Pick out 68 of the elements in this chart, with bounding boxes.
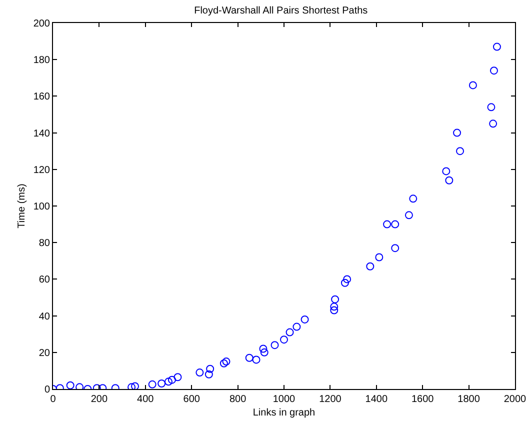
point bbox=[286, 328, 294, 336]
point bbox=[330, 306, 338, 314]
x-tick-label: 1400 bbox=[365, 394, 388, 405]
x-tick-label: 600 bbox=[183, 394, 200, 405]
point bbox=[456, 147, 464, 156]
point bbox=[270, 341, 279, 350]
y-tick-label: 0 bbox=[44, 384, 50, 396]
y-tick-label: 100 bbox=[33, 202, 50, 212]
y-tick-label: 160 bbox=[33, 92, 50, 103]
y-tick-label: 200 bbox=[33, 18, 50, 30]
point bbox=[222, 358, 230, 366]
x-axis-title: Links in graph bbox=[252, 408, 316, 418]
point bbox=[404, 211, 413, 220]
point bbox=[487, 103, 496, 112]
point bbox=[330, 302, 338, 311]
x-tick-label: 800 bbox=[229, 394, 247, 405]
point bbox=[331, 295, 340, 304]
point bbox=[292, 322, 301, 331]
y-tick-label: 140 bbox=[33, 128, 50, 140]
y-tick-label: 80 bbox=[38, 238, 50, 250]
point bbox=[300, 315, 309, 324]
point bbox=[128, 383, 136, 389]
point bbox=[468, 81, 477, 90]
point bbox=[453, 128, 462, 137]
y-axis-title: Time (ms) bbox=[16, 184, 28, 228]
point bbox=[391, 244, 400, 252]
point bbox=[131, 382, 140, 389]
y-tick-label: 60 bbox=[38, 274, 50, 286]
y-tick-label: 180 bbox=[33, 55, 50, 66]
x-tick-label: 200 bbox=[90, 394, 108, 405]
point bbox=[442, 167, 450, 176]
point bbox=[383, 220, 392, 228]
point bbox=[220, 359, 228, 368]
point bbox=[252, 356, 260, 364]
point bbox=[492, 42, 501, 51]
point bbox=[409, 194, 418, 203]
x-tick-label: 1000 bbox=[272, 394, 296, 405]
point bbox=[206, 364, 214, 373]
point bbox=[260, 348, 268, 356]
point bbox=[174, 373, 182, 382]
point bbox=[259, 344, 268, 353]
point bbox=[280, 336, 288, 344]
y-tick-label: 40 bbox=[38, 311, 50, 322]
y-tick-label: 120 bbox=[33, 164, 50, 176]
point bbox=[158, 380, 166, 388]
x-tick-label: 400 bbox=[137, 394, 154, 405]
point bbox=[66, 381, 74, 389]
point bbox=[148, 380, 156, 388]
point bbox=[245, 354, 254, 362]
point bbox=[489, 120, 498, 128]
point bbox=[375, 253, 384, 262]
point bbox=[391, 220, 400, 228]
point bbox=[340, 278, 349, 287]
point bbox=[76, 383, 84, 389]
point bbox=[204, 370, 213, 378]
x-tick-label: 1800 bbox=[458, 394, 480, 405]
point bbox=[164, 378, 172, 386]
point bbox=[490, 66, 498, 75]
x-tick-label: 2000 bbox=[504, 394, 527, 405]
x-tick-label: 1600 bbox=[411, 394, 434, 405]
x-tick-label: 1200 bbox=[319, 394, 342, 405]
point bbox=[366, 262, 374, 270]
chart-title: Floyd-Warshall All Pairs Shortest Paths bbox=[194, 5, 368, 16]
point bbox=[445, 176, 454, 184]
point bbox=[168, 376, 176, 384]
point bbox=[343, 275, 352, 284]
y-tick-label: 20 bbox=[38, 348, 50, 359]
point bbox=[196, 368, 204, 377]
